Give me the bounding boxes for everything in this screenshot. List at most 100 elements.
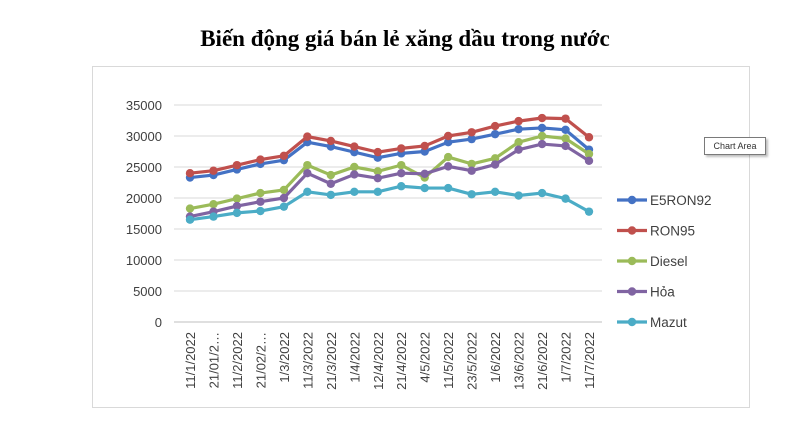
data-point bbox=[467, 159, 476, 169]
legend-swatch-marker bbox=[627, 317, 637, 327]
data-point bbox=[490, 129, 500, 139]
data-point bbox=[443, 162, 453, 171]
series-ron95 bbox=[185, 113, 594, 178]
data-point bbox=[467, 134, 476, 144]
legend-swatch-marker bbox=[627, 195, 637, 205]
data-point bbox=[490, 187, 500, 196]
data-point bbox=[537, 131, 547, 141]
data-point bbox=[279, 202, 289, 211]
y-tick-label: 5000 bbox=[133, 284, 162, 299]
series-diesel bbox=[185, 131, 594, 213]
legend-item-mazut[interactable]: Mazut bbox=[617, 315, 687, 330]
data-point bbox=[373, 187, 382, 196]
data-point bbox=[537, 113, 547, 123]
data-point bbox=[561, 125, 570, 134]
data-point bbox=[303, 169, 312, 178]
data-point bbox=[209, 212, 218, 221]
data-point bbox=[350, 142, 359, 151]
data-point bbox=[443, 183, 453, 193]
data-point bbox=[420, 141, 429, 151]
data-point bbox=[397, 182, 406, 191]
data-point bbox=[490, 160, 500, 169]
data-point bbox=[185, 215, 195, 224]
data-point bbox=[303, 160, 312, 170]
x-tick-label: 13/6/2022 bbox=[512, 332, 527, 390]
legend-item-hỏa[interactable]: Hỏa bbox=[617, 285, 675, 300]
series-e5ron92 bbox=[185, 123, 594, 182]
data-point bbox=[584, 207, 594, 216]
data-point bbox=[232, 160, 242, 170]
data-point bbox=[209, 166, 218, 175]
data-point bbox=[350, 162, 359, 172]
x-tick-label: 11/5/2022 bbox=[441, 332, 456, 389]
x-tick-label: 21/01/2… bbox=[206, 332, 221, 388]
chart-title: Biến động giá bán lẻ xăng dầu trong nước bbox=[200, 26, 610, 51]
data-point bbox=[584, 133, 594, 142]
data-point bbox=[561, 141, 570, 151]
data-point bbox=[303, 187, 312, 196]
data-point bbox=[185, 204, 195, 213]
data-point bbox=[326, 190, 336, 200]
x-tick-label: 1/6/2022 bbox=[488, 332, 503, 383]
x-tick-label: 12/4/2022 bbox=[371, 332, 386, 390]
data-point bbox=[279, 185, 289, 195]
data-point bbox=[397, 160, 406, 170]
data-point bbox=[584, 149, 594, 159]
data-point bbox=[185, 169, 195, 178]
legend-label: RON95 bbox=[650, 224, 695, 239]
y-tick-label: 20000 bbox=[126, 191, 162, 206]
data-point bbox=[397, 169, 406, 178]
series-line bbox=[188, 126, 591, 180]
series-hỏa bbox=[185, 139, 594, 221]
legend-item-diesel[interactable]: Diesel bbox=[617, 254, 688, 269]
data-point bbox=[350, 170, 359, 179]
x-tick-label: 21/6/2022 bbox=[535, 332, 550, 390]
x-tick-label: 11/2/2022 bbox=[230, 332, 245, 389]
data-point bbox=[514, 116, 523, 126]
x-tick-label: 4/5/2022 bbox=[418, 332, 433, 383]
legend-item-ron95[interactable]: RON95 bbox=[617, 224, 695, 239]
data-point bbox=[443, 152, 453, 162]
series-mazut bbox=[185, 182, 594, 224]
data-point bbox=[490, 154, 500, 163]
legend[interactable]: E5RON92 RON95 Diesel Hỏa Mazut bbox=[617, 193, 712, 330]
x-tick-label: 21/4/2022 bbox=[394, 332, 409, 390]
data-point bbox=[561, 194, 570, 203]
data-point bbox=[443, 138, 453, 147]
legend-item-e5ron92[interactable]: E5RON92 bbox=[617, 193, 712, 208]
data-point bbox=[279, 151, 289, 161]
data-point bbox=[326, 170, 336, 180]
data-point bbox=[232, 201, 242, 211]
data-point bbox=[232, 194, 242, 203]
data-point bbox=[303, 132, 312, 141]
y-tick-label: 30000 bbox=[126, 129, 162, 144]
data-point bbox=[373, 167, 382, 176]
data-point bbox=[256, 188, 265, 198]
data-point bbox=[584, 156, 594, 165]
data-point bbox=[514, 138, 523, 147]
legend-label: Hỏa bbox=[650, 285, 675, 300]
data-point bbox=[537, 139, 547, 149]
data-point bbox=[537, 188, 547, 198]
x-tick-label: 1/7/2022 bbox=[559, 332, 574, 383]
legend-label: Mazut bbox=[650, 315, 687, 330]
data-point bbox=[279, 193, 289, 203]
data-point bbox=[561, 114, 570, 123]
x-axis: 11/1/2022 21/01/2… 11/2/2022 21/02/2… 1/3/20… bbox=[174, 321, 602, 390]
x-tick-label: 11/3/2022 bbox=[300, 332, 315, 389]
x-tick-label: 11/1/2022 bbox=[183, 332, 198, 389]
data-point bbox=[467, 166, 476, 175]
legend-label: Diesel bbox=[650, 254, 688, 269]
data-point bbox=[373, 173, 382, 183]
data-point bbox=[256, 155, 265, 164]
data-point bbox=[373, 147, 382, 157]
data-point bbox=[350, 187, 359, 196]
data-point bbox=[467, 128, 476, 137]
x-tick-label: 1/4/2022 bbox=[347, 332, 362, 383]
data-point bbox=[537, 123, 547, 133]
data-point bbox=[232, 208, 242, 218]
plot-series bbox=[185, 113, 594, 224]
chart-area[interactable] bbox=[92, 66, 750, 408]
x-tick-label: 1/3/2022 bbox=[277, 332, 292, 383]
